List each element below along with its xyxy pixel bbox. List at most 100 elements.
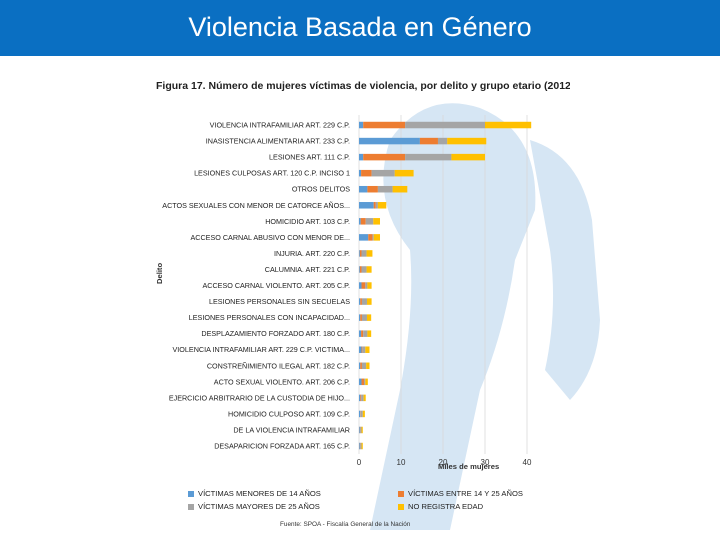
legend-swatch xyxy=(398,491,404,497)
bar-segment xyxy=(359,330,362,337)
source-label: Fuente: SPOA - Fiscalía General de la Na… xyxy=(280,521,411,528)
category-label: HOMICIDIO ART. 103 C.P. xyxy=(265,217,350,226)
grid xyxy=(358,115,528,455)
category-label: INASISTENCIA ALIMENTARIA ART. 233 C.P. xyxy=(206,137,350,146)
legend-swatch xyxy=(188,491,194,497)
bar-segment xyxy=(361,330,364,337)
bar-segment xyxy=(360,426,362,434)
bar-segment xyxy=(359,250,360,257)
bar-segment xyxy=(366,298,372,305)
legend-swatch xyxy=(398,504,404,510)
bar-segment xyxy=(359,394,361,402)
x-axis-title: Miles de mujeres xyxy=(438,462,499,471)
bar-segment xyxy=(359,346,362,353)
legend-entry: VÍCTIMAS MAYORES DE 25 AÑOS xyxy=(198,502,320,511)
bar-segment xyxy=(359,282,362,289)
bars xyxy=(359,121,532,450)
bar-segment xyxy=(366,266,372,273)
bar-segment xyxy=(362,410,365,418)
bar-segment xyxy=(359,185,368,193)
bar-segment xyxy=(366,362,370,370)
bar-segment xyxy=(359,218,361,225)
category-label: ACCESO CARNAL ABUSIVO CON MENOR DE... xyxy=(191,233,351,242)
background-silhouette xyxy=(370,103,600,530)
category-label: LESIONES PERSONALES SIN SECUELAS xyxy=(209,297,350,306)
bar-segment xyxy=(419,137,438,145)
bar-segment xyxy=(363,121,406,129)
x-tick-label: 0 xyxy=(357,458,362,467)
bar-segment xyxy=(394,169,414,177)
bar-segment xyxy=(359,250,362,257)
bar-segment xyxy=(359,426,360,434)
bar-segment xyxy=(359,378,362,386)
bar-segment xyxy=(360,442,362,450)
bar-segment xyxy=(361,394,364,402)
category-label: CONSTREÑIMIENTO ILEGAL ART. 182 C.P. xyxy=(207,361,350,370)
category-label: DESAPARICION FORZADA ART. 165 C.P. xyxy=(214,442,350,451)
x-tick-label: 20 xyxy=(439,458,448,467)
bar-segment xyxy=(360,410,363,418)
legend: VÍCTIMAS MENORES DE 14 AÑOS VÍCTIMAS ENTR… xyxy=(188,489,523,511)
bar-segment xyxy=(375,202,378,209)
category-labels: VIOLENCIA INTRAFAMILIAR ART. 229 C.P. INA… xyxy=(162,121,350,451)
bar-segment xyxy=(365,346,370,353)
bar-segment xyxy=(364,378,366,386)
y-axis-title: Delito xyxy=(155,263,164,284)
bar-segment xyxy=(360,362,362,370)
bar-segment xyxy=(359,234,369,241)
bar-segment xyxy=(361,169,372,177)
bar-segment xyxy=(359,153,364,161)
chart-title: Figura 17. Número de mujeres víctimas de… xyxy=(156,80,570,92)
category-label: DESPLAZAMIENTO FORZADO ART. 180 C.P. xyxy=(201,329,350,338)
bar-segment xyxy=(361,282,366,289)
bar-segment xyxy=(405,153,452,161)
bar-segment xyxy=(363,153,406,161)
x-tick-label: 30 xyxy=(481,458,490,467)
bar-segment xyxy=(360,394,362,402)
bar-segment xyxy=(361,442,363,450)
bar-segment xyxy=(359,410,361,418)
bar-segment xyxy=(361,314,367,321)
bar-segment xyxy=(359,121,364,129)
bar-segment xyxy=(365,218,374,225)
category-label: LESIONES ART. 111 C.P. xyxy=(269,153,350,162)
bar-segment xyxy=(361,378,365,386)
bar-segment xyxy=(367,282,372,289)
x-tick-label: 40 xyxy=(523,458,532,467)
legend-swatch xyxy=(188,504,194,510)
legend-entry: VÍCTIMAS ENTRE 14 Y 25 AÑOS xyxy=(408,489,523,498)
bar-segment xyxy=(359,266,360,273)
category-label: VIOLENCIA INTRAFAMILIAR ART. 229 C.P. xyxy=(210,121,350,130)
bar-segment xyxy=(437,137,448,145)
bar-segment xyxy=(361,298,367,305)
bar-segment xyxy=(366,314,372,321)
category-label: LESIONES CULPOSAS ART. 120 C.P. INCISO 1 xyxy=(194,169,350,178)
bar-segment xyxy=(361,346,363,353)
bar-segment xyxy=(359,314,361,321)
bar-segment xyxy=(371,169,395,177)
bar-segment xyxy=(392,185,408,193)
bar-segment xyxy=(366,250,373,257)
category-label: HOMICIDIO CULPOSO ART. 109 C.P. xyxy=(228,409,350,418)
category-label: EJERCICIO ARBITRARIO DE LA CUSTODIA DE H… xyxy=(169,393,350,402)
bar-segment xyxy=(373,234,380,241)
chart: Figura 17. Número de mujeres víctimas de… xyxy=(155,80,570,528)
category-label: ACTO SEXUAL VIOLENTO. ART. 206 C.P. xyxy=(214,377,350,386)
bar-segment xyxy=(360,298,362,305)
bar-segment xyxy=(361,362,367,370)
bar-segment xyxy=(361,250,367,257)
bar-segment xyxy=(360,218,366,225)
category-label: ACTOS SEXUALES CON MENOR DE CATORCE AÑOS… xyxy=(162,201,350,210)
bar-segment xyxy=(359,169,362,177)
category-label: OTROS DELITOS xyxy=(292,185,350,194)
bar-segment xyxy=(485,121,532,129)
slide-title: Violencia Basada en Género xyxy=(188,12,532,42)
category-label: VIOLENCIA INTRAFAMILIAR ART. 229 C.P. VI… xyxy=(173,345,350,354)
bar-segment xyxy=(359,266,362,273)
bar-segment xyxy=(365,378,368,386)
category-label: CALUMNIA. ART. 221 C.P. xyxy=(265,265,350,274)
bar-segment xyxy=(368,234,373,241)
bar-segment xyxy=(363,330,368,337)
category-label: ACCESO CARNAL VIOLENTO. ART. 205 C.P. xyxy=(202,281,350,290)
category-label: LESIONES PERSONALES CON INCAPACIDAD... xyxy=(189,313,350,322)
